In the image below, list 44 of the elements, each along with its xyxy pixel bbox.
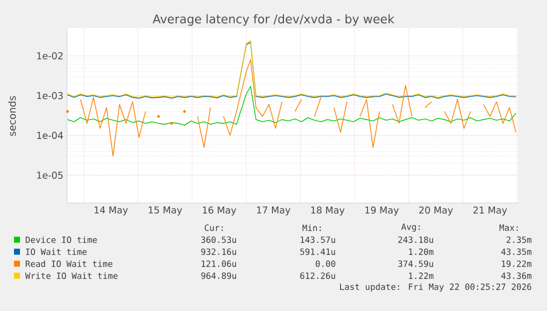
x-tick-label: 15 May bbox=[148, 206, 182, 216]
text: Max: bbox=[500, 224, 518, 231]
text: Last update: Fri May 22 00:25:27 2026 bbox=[340, 283, 532, 292]
x-tick-label: 18 May bbox=[311, 206, 345, 216]
text: 1.22m bbox=[409, 272, 434, 279]
y-tick-label: 1e-02 bbox=[37, 52, 63, 60]
x-tick-label: 21 May bbox=[473, 206, 508, 216]
text: 591.41u bbox=[300, 248, 336, 255]
text: 964.89u bbox=[201, 272, 236, 279]
point bbox=[170, 122, 173, 125]
legend-label: IO Wait time bbox=[26, 248, 87, 256]
text: 19.22m bbox=[502, 260, 532, 267]
text: 612.26u bbox=[300, 272, 336, 279]
y-tick-label: 1e-04 bbox=[37, 132, 63, 139]
text: Avg: bbox=[401, 224, 420, 232]
text: Min: bbox=[302, 224, 321, 231]
text: 43.36m bbox=[501, 272, 532, 279]
point bbox=[66, 110, 69, 113]
x-tick-label: 16 May bbox=[202, 206, 236, 216]
text: 1.20m bbox=[409, 248, 434, 255]
text: 243.18u bbox=[398, 236, 434, 243]
legend-label: Write IO Wait time bbox=[25, 272, 118, 280]
point bbox=[157, 115, 160, 118]
line-series bbox=[67, 86, 516, 126]
y-tick-label: 1e-03 bbox=[37, 92, 63, 100]
chart-title: Average latency for /dev/xvda - by week bbox=[152, 14, 394, 26]
legend-label: Read IO Wait time bbox=[26, 260, 112, 268]
text: Cur: bbox=[204, 224, 223, 231]
x-tick-label: 19 May bbox=[365, 206, 399, 216]
text: 2.35m bbox=[506, 236, 532, 243]
point bbox=[183, 110, 186, 113]
text: 360.53u bbox=[201, 236, 236, 243]
text: 374.59u bbox=[398, 260, 434, 267]
y-tick-label: 1e-05 bbox=[37, 172, 63, 179]
x-tick-label: 17 May bbox=[257, 206, 290, 216]
y-axis-title: seconds bbox=[8, 96, 16, 136]
text: 932.16u bbox=[201, 248, 236, 255]
text: 43.35m bbox=[501, 248, 532, 255]
text: 0.00 bbox=[316, 260, 336, 267]
x-tick-label: 20 May bbox=[419, 206, 453, 216]
text: 121.06u bbox=[202, 260, 236, 267]
x-tick-label: 14 May bbox=[94, 206, 128, 216]
legend-label: Device IO time bbox=[26, 236, 97, 244]
text: 143.57u bbox=[300, 236, 336, 243]
